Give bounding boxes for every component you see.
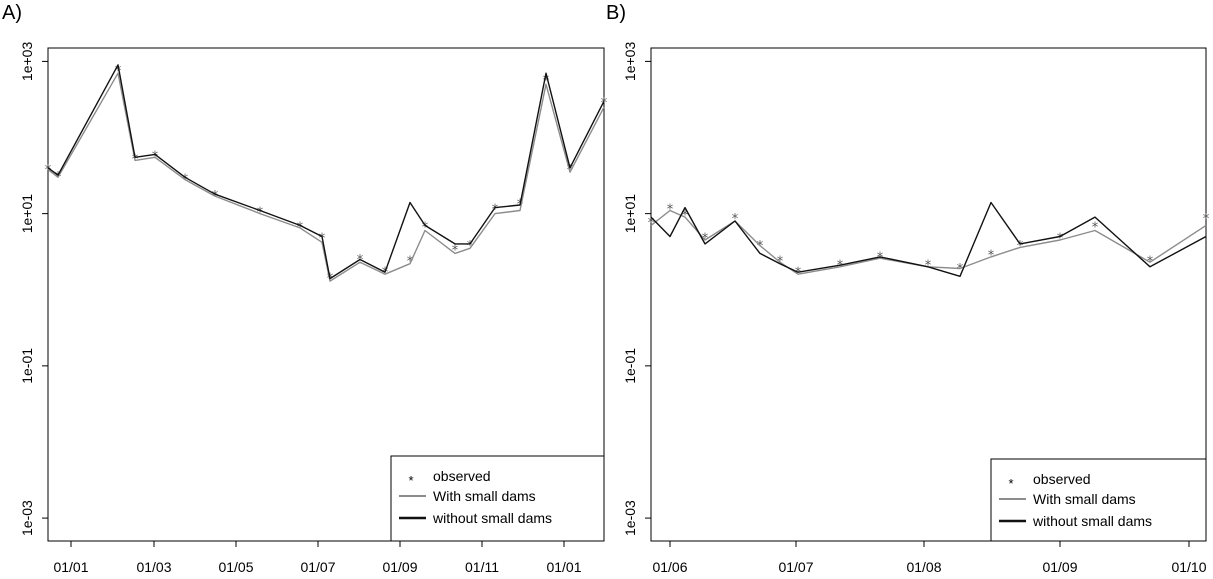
panel-a-legend-observed-label: observed (433, 468, 491, 484)
panel-b-ytick-label: 1e-03 (622, 500, 638, 536)
panel-a-ytick-label: 1e+01 (19, 194, 35, 234)
panel-b-observed-point: * (1203, 212, 1210, 227)
panel-a-ytick-label: 1e-01 (19, 348, 35, 384)
panel-b-xtick-label: 01/10 (1171, 559, 1206, 575)
panel-b-label: B) (606, 2, 626, 24)
panel-a-xtick-label: 01/03 (136, 559, 171, 575)
panel-a-series-with-small-dams (47, 72, 605, 282)
panel-a-observed-point: * (492, 203, 499, 218)
panel-b-legend-with-label: With small dams (1033, 491, 1136, 507)
panel-a-observed-point: * (115, 64, 122, 79)
panel-b-ytick-label: 1e-01 (622, 348, 638, 384)
panel-b-series-with-small-dams (650, 209, 1207, 275)
panel-b-observed-point: * (1057, 232, 1064, 247)
panel-b-legend-observed-label: observed (1033, 471, 1091, 487)
panel-a-observed-point: * (422, 220, 429, 235)
panel-b-observed-point: * (682, 209, 689, 224)
panel-b-observed-point: * (988, 248, 995, 263)
panel-a-observed-point: * (543, 73, 550, 88)
panel-b-ytick-label: 1e+01 (622, 194, 638, 234)
panel-b-ytick-label: 1e+03 (622, 42, 638, 82)
panel-a-legend-observed-marker: * (408, 473, 413, 488)
panel-b-legend-observed-marker: * (1008, 476, 1013, 491)
panel-a-xtick-label: 01/09 (382, 559, 417, 575)
panel-b-legend-without-label: without small dams (1032, 513, 1152, 529)
panel-b-xtick-label: 01/09 (1042, 559, 1077, 575)
panel-a-xtick-label: 01/01 (546, 559, 581, 575)
panel-b-frame (650, 47, 1207, 542)
panel-a-observed-point: * (452, 243, 459, 258)
panel-b-observed-point: * (1017, 239, 1024, 254)
panel-a-legend-box (390, 455, 605, 542)
panel-b-xtick-label: 01/06 (652, 559, 687, 575)
panel-a-xtick-label: 01/07 (300, 559, 335, 575)
panel-b-observed-point: * (732, 212, 739, 227)
panel-a-series-without-small-dams (47, 64, 605, 280)
panel-a-observed-point: * (601, 96, 608, 111)
panel-a-legend-with-label: With small dams (433, 488, 536, 504)
panel-b-xtick-label: 01/07 (778, 559, 813, 575)
panel-a-xtick-label: 01/11 (465, 559, 499, 575)
panel-a-xtick-label: 01/05 (218, 559, 253, 575)
panel-b-observed-point: * (648, 216, 655, 231)
panel-b-observed-point: * (957, 262, 964, 277)
panel-a-ytick-label: 1e+03 (19, 42, 35, 82)
panel-a-observed-point: * (357, 253, 364, 268)
panel-a-label: A) (2, 2, 22, 24)
panel-b-legend-box (990, 458, 1207, 542)
panel-a-legend-without-label: without small dams (432, 510, 552, 526)
panel-a-ytick-label: 1e-03 (19, 500, 35, 536)
panel-b-observed-point: * (1092, 220, 1099, 235)
panel-a-xtick-label: 01/01 (53, 559, 88, 575)
panel-b-xtick-label: 01/08 (906, 559, 941, 575)
panel-a-observed-point: * (467, 239, 474, 254)
panel-a-frame (47, 47, 605, 542)
panel-b-series-without-small-dams (650, 201, 1207, 277)
